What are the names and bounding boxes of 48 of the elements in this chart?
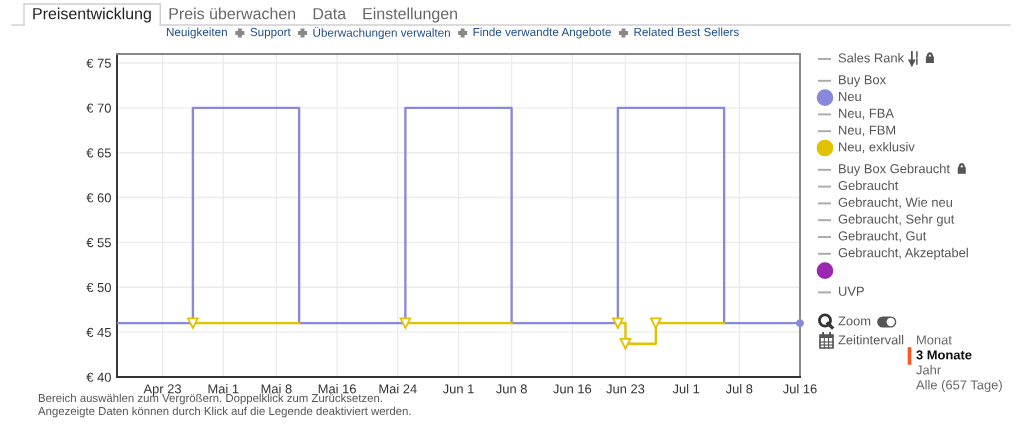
x-tick-label: Mai 8: [261, 383, 292, 394]
x-tick-label: Jun 23: [606, 384, 645, 394]
text: Support: [250, 27, 291, 39]
legend-label: Gebraucht, Wie neu: [838, 197, 953, 209]
text: Finde verwandte Angebote: [473, 27, 611, 39]
text: 3 Monate: [916, 350, 972, 360]
y-tick-label: € 50: [86, 282, 111, 293]
text: Überwachungen verwalten: [313, 26, 450, 40]
text: Zeitintervall: [838, 334, 904, 345]
legend-label: Gebraucht, Gut: [838, 230, 927, 242]
legend-label: Sales Rank: [838, 52, 905, 63]
x-tick-label: Jul 8: [725, 383, 753, 394]
x-tick-label: Mai 1: [208, 383, 239, 394]
legend-label: Neu, exklusiv: [839, 141, 915, 153]
text: Monat: [917, 335, 952, 345]
text: Zoom: [838, 316, 871, 326]
legend-label: Gebraucht, Akzeptabel: [838, 247, 968, 260]
text: Preis überwachen: [169, 7, 296, 20]
y-tick-label: € 45: [86, 327, 111, 337]
chart-title: Preisentwicklung: [33, 7, 151, 23]
x-tick-label: Jul 1: [672, 383, 700, 394]
legend-label: Gebraucht, Sehr gut: [838, 214, 955, 227]
legend-label: UVP: [839, 286, 864, 296]
x-tick-label: Jul 16: [782, 383, 817, 394]
y-tick-label: € 75: [86, 58, 111, 68]
text: Einstellungen: [363, 7, 457, 23]
legend-label: Gebraucht: [838, 180, 899, 191]
legend-label: Neu: [839, 92, 861, 102]
legend-label: Buy Box Gebraucht: [839, 163, 950, 176]
text: Data: [313, 8, 347, 20]
legend-label: Neu, FBM: [839, 125, 896, 137]
y-tick-label: € 65: [86, 148, 111, 158]
text: Related Best Sellers: [634, 27, 739, 37]
text: Neuigkeiten: [166, 27, 227, 39]
x-tick-label: Mai 24: [379, 383, 417, 394]
text: Alle (657 Tage): [916, 379, 1002, 393]
y-tick-label: € 60: [86, 193, 111, 203]
x-tick-label: Jun 1: [442, 384, 474, 394]
text: Jahr: [916, 364, 941, 375]
legend-label: Neu, FBA: [839, 108, 894, 120]
y-tick-label: € 55: [86, 238, 111, 248]
x-tick-label: Mai 16: [318, 383, 356, 394]
legend-label: Buy Box: [839, 75, 886, 87]
y-tick-label: € 40: [86, 372, 111, 382]
text: Angezeigte Daten können durch Klick auf die Legende deaktiviert werden.: [38, 406, 411, 418]
x-tick-label: Jun 16: [553, 384, 592, 394]
x-tick-label: Jun 8: [496, 384, 527, 394]
y-tick-label: € 70: [86, 103, 111, 113]
